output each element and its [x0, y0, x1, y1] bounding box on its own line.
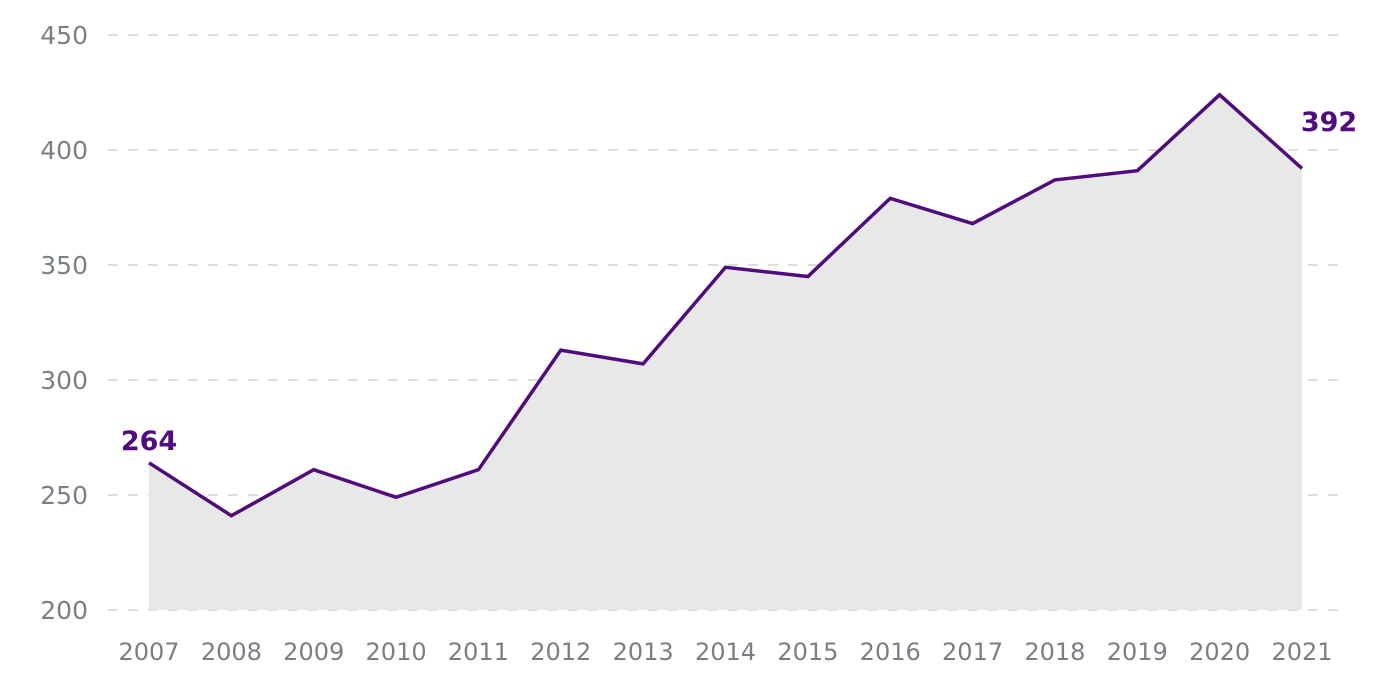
x-tick-label: 2012: [530, 638, 591, 666]
x-tick-label: 2009: [283, 638, 344, 666]
x-tick-label: 2008: [201, 638, 262, 666]
x-tick-label: 2015: [777, 638, 838, 666]
x-axis-ticks: 2007 2008 2009 2010 2011 2012 2013 2014 2015 2016…: [118, 638, 1332, 666]
x-tick-label: 2013: [613, 638, 674, 666]
value-annotation: 264: [121, 426, 177, 457]
x-tick-label: 2007: [118, 638, 179, 666]
x-tick-label: 2014: [695, 638, 756, 666]
x-tick-label: 2019: [1107, 638, 1168, 666]
y-tick-label: 200: [40, 596, 88, 625]
y-tick-label: 450: [40, 21, 88, 50]
x-tick-label: 2016: [860, 638, 921, 666]
data-annotations: 264 392: [121, 107, 1357, 457]
y-tick-label: 350: [40, 251, 88, 280]
y-tick-label: 400: [40, 136, 88, 165]
x-tick-label: 2018: [1024, 638, 1085, 666]
area-fill: [149, 94, 1302, 611]
y-tick-label: 300: [40, 366, 88, 395]
y-tick-label: 250: [40, 481, 88, 510]
x-tick-label: 2017: [942, 638, 1003, 666]
data-line: [148, 92, 1304, 518]
y-axis-ticks: 200 250 300 350 400 450: [40, 21, 88, 625]
x-tick-label: 2020: [1189, 638, 1250, 666]
x-tick-label: 2010: [366, 638, 427, 666]
value-annotation: 392: [1301, 107, 1357, 138]
x-tick-label: 2011: [448, 638, 509, 666]
x-tick-label: 2021: [1271, 638, 1332, 666]
